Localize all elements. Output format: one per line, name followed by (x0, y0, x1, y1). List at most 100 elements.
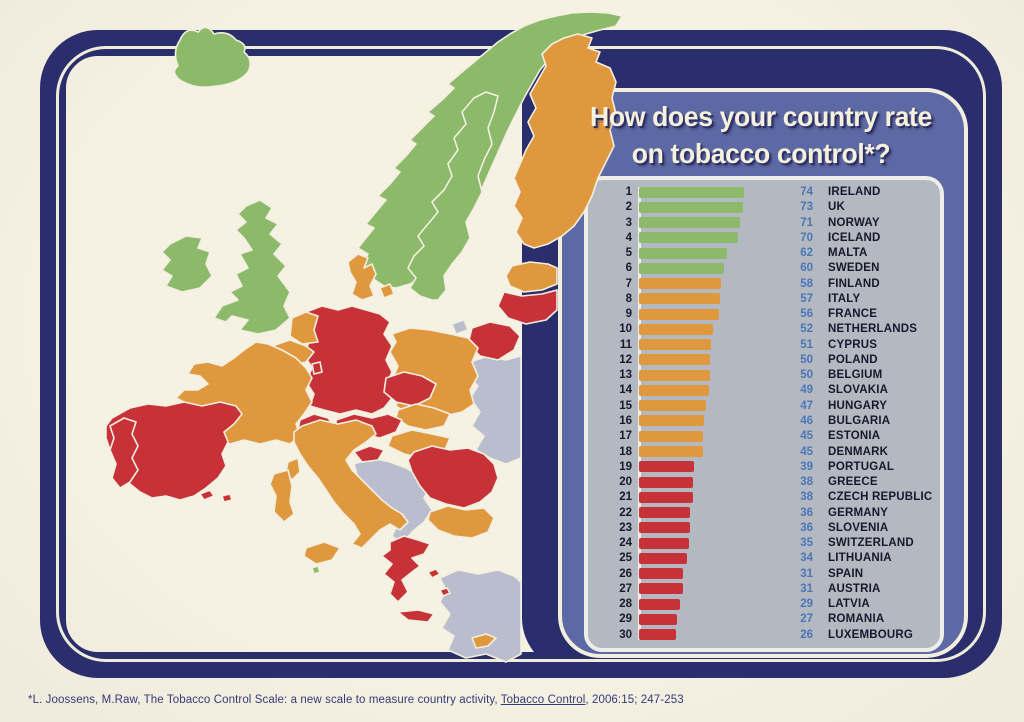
country-label: SLOVENIA (828, 521, 889, 534)
score-value: 62 (800, 247, 813, 260)
rank-label: 28 (619, 598, 632, 611)
chart-title-line1: How does your country rate (590, 101, 932, 132)
country-label: PORTUGAL (828, 460, 895, 473)
score-bar (639, 613, 677, 625)
score-bar (639, 201, 743, 213)
rank-label: 20 (619, 476, 632, 489)
score-value: 29 (800, 598, 813, 611)
citation: *L. Joossens, M.Raw, The Tobacco Control… (28, 694, 1008, 706)
ranking-row: 23 36 SLOVENIA (588, 522, 938, 534)
score-bar (639, 507, 690, 519)
score-bar (639, 568, 683, 580)
score-value: 38 (800, 476, 813, 489)
rank-label: 9 (625, 308, 632, 321)
score-bar (639, 537, 689, 549)
ranking-row: 11 51 CYPRUS (588, 339, 938, 351)
rank-label: 22 (619, 506, 632, 519)
score-value: 45 (800, 445, 813, 458)
country-label: SWEDEN (828, 262, 880, 275)
ranking-row: 12 50 POLAND (588, 354, 938, 366)
rank-label: 4 (625, 231, 632, 244)
country-label: IRELAND (828, 186, 881, 198)
score-value: 56 (800, 308, 813, 321)
ranking-row: 24 35 SWITZERLAND (588, 537, 938, 549)
ranking-box: 1 74 IRELAND 2 73 UK 3 71 NORWAY 4 70 IC… (584, 176, 944, 652)
rank-label: 29 (619, 613, 632, 626)
country-label: LITHUANIA (828, 552, 892, 565)
country-label: GERMANY (828, 506, 889, 519)
rank-label: 1 (625, 186, 632, 198)
score-bar (639, 430, 703, 442)
rank-label: 23 (619, 521, 632, 534)
ranking-row: 20 38 GREECE (588, 476, 938, 488)
ranking-row: 6 60 SWEDEN (588, 262, 938, 274)
country-label: ESTONIA (828, 430, 881, 443)
score-bar (639, 308, 719, 320)
score-value: 50 (800, 353, 813, 366)
score-value: 47 (800, 399, 813, 412)
country-label: ITALY (828, 292, 861, 305)
country-label: CYPRUS (828, 338, 878, 351)
score-value: 27 (800, 613, 813, 626)
score-bar (639, 522, 690, 534)
rank-label: 5 (625, 247, 632, 260)
rank-label: 27 (619, 582, 632, 595)
score-value: 26 (800, 628, 813, 641)
ranking-row: 14 49 SLOVAKIA (588, 384, 938, 396)
score-value: 50 (800, 369, 813, 382)
rank-label: 12 (619, 353, 632, 366)
rank-label: 21 (619, 491, 632, 504)
score-value: 74 (800, 186, 813, 198)
score-bar (639, 262, 724, 274)
ranking-rows: 1 74 IRELAND 2 73 UK 3 71 NORWAY 4 70 IC… (588, 186, 938, 641)
chart-title-line2: on tobacco control*? (631, 138, 891, 169)
rank-label: 15 (619, 399, 632, 412)
rank-label: 30 (619, 628, 632, 641)
rank-label: 26 (619, 567, 632, 580)
ranking-row: 4 70 ICELAND (588, 232, 938, 244)
score-value: 46 (800, 414, 813, 427)
ranking-row: 19 39 PORTUGAL (588, 461, 938, 473)
country-label: BULGARIA (828, 414, 891, 427)
score-value: 57 (800, 292, 813, 305)
rank-label: 6 (625, 262, 632, 275)
ranking-row: 29 27 ROMANIA (588, 613, 938, 625)
country-label: LATVIA (828, 598, 870, 611)
rank-label: 25 (619, 552, 632, 565)
score-bar (639, 354, 710, 366)
country-label: GREECE (828, 476, 878, 489)
ranking-row: 5 62 MALTA (588, 247, 938, 259)
score-bar (639, 293, 720, 305)
citation-prefix: *L. Joossens, M.Raw, The Tobacco Control… (28, 694, 501, 706)
country-label: LUXEMBOURG (828, 628, 914, 641)
country-label: SPAIN (828, 567, 864, 580)
country-label: HUNGARY (828, 399, 888, 412)
score-value: 35 (800, 537, 813, 550)
score-bar (639, 384, 709, 396)
ranking-row: 30 26 LUXEMBOURG (588, 629, 938, 641)
rank-label: 13 (619, 369, 632, 382)
ranking-row: 3 71 NORWAY (588, 217, 938, 229)
score-bar (639, 476, 693, 488)
ranking-row: 21 38 CZECH REPUBLIC (588, 491, 938, 503)
ranking-row: 27 31 AUSTRIA (588, 583, 938, 595)
score-value: 38 (800, 491, 813, 504)
country-label: NETHERLANDS (828, 323, 918, 336)
score-value: 60 (800, 262, 813, 275)
country-label: MALTA (828, 247, 868, 260)
score-value: 34 (800, 552, 813, 565)
country-label: ICELAND (828, 231, 881, 244)
score-value: 71 (800, 216, 813, 229)
ranking-row: 10 52 NETHERLANDS (588, 323, 938, 335)
ranking-row: 22 36 GERMANY (588, 507, 938, 519)
ranking-row: 25 34 LITHUANIA (588, 552, 938, 564)
citation-suffix: , 2006:15; 247-253 (585, 694, 684, 706)
score-value: 58 (800, 277, 813, 290)
country-label: NORWAY (828, 216, 880, 229)
score-bar (639, 446, 703, 458)
ranking-row: 16 46 BULGARIA (588, 415, 938, 427)
score-bar (639, 415, 704, 427)
chart-title: How does your country rate on tobacco co… (576, 98, 947, 172)
score-bar (639, 583, 683, 595)
score-value: 52 (800, 323, 813, 336)
